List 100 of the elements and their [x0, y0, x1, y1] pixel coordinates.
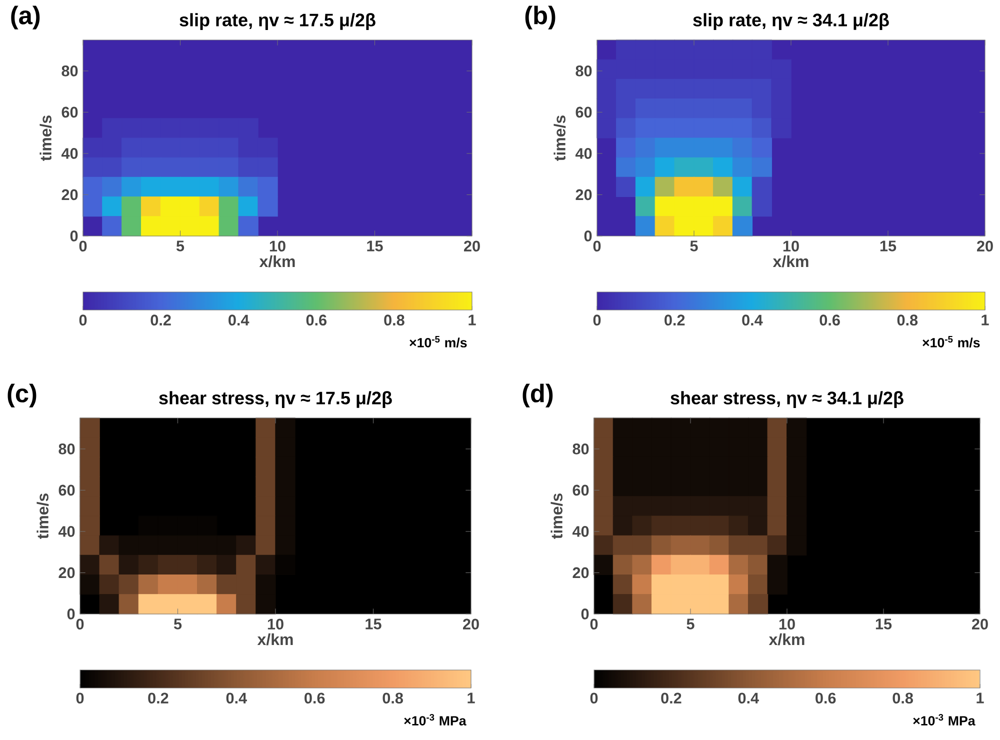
- y-tick-label: 80: [62, 66, 78, 76]
- y-axis-title: time/s: [554, 116, 566, 161]
- point: [141, 176, 162, 198]
- point: [258, 176, 278, 198]
- x-tick-label: 5: [176, 240, 184, 252]
- point: [122, 176, 142, 198]
- y-tick-label: 60: [572, 484, 589, 496]
- point: [218, 138, 239, 158]
- color-bar-title: ×10$^{-5}$ m/s: [922, 336, 980, 348]
- point: [122, 196, 142, 217]
- color-bar-label: 0.2: [148, 692, 168, 704]
- text: (d): [522, 384, 553, 408]
- color-bar-label: 1: [468, 314, 476, 326]
- x-tick-label: 15: [876, 618, 892, 630]
- x-axis-title: x/km: [772, 255, 808, 268]
- color-bar-label: 0.2: [661, 692, 682, 704]
- color-bar-label: 0: [79, 314, 87, 326]
- point: [122, 216, 142, 236]
- point: [141, 157, 162, 178]
- y-tick-label: 20: [58, 567, 75, 578]
- y-tick-label: 40: [575, 148, 592, 159]
- y-tick-label: 0: [581, 608, 589, 620]
- point: [102, 138, 122, 158]
- y-tick-label: 0: [70, 230, 78, 242]
- color-bar-label: 0.4: [742, 314, 763, 326]
- x-tick-label: 10: [783, 240, 799, 252]
- y-tick-label: 20: [62, 189, 78, 200]
- color-bar-label: 0.2: [150, 314, 171, 326]
- point: [218, 157, 239, 178]
- point: [102, 216, 122, 236]
- x-tick-label: 10: [270, 240, 286, 252]
- x-tick-label: 5: [690, 240, 698, 252]
- color-bar-label: 0.8: [382, 692, 403, 704]
- point: [199, 196, 220, 217]
- color-bar-label: 0: [593, 314, 601, 326]
- point: [82, 176, 103, 198]
- point: [141, 138, 162, 158]
- x-tick-label: 20: [463, 618, 479, 630]
- point: [160, 196, 181, 217]
- text: (b): [525, 6, 556, 30]
- x-tick-label: 0: [593, 240, 601, 252]
- point: [199, 138, 220, 158]
- x-tick-label: 5: [174, 618, 182, 630]
- color-bar-label: 0.4: [228, 314, 250, 326]
- point: [218, 118, 239, 138]
- point: [199, 216, 220, 236]
- x-tick-label: 15: [366, 618, 382, 630]
- point: [82, 196, 103, 217]
- color-bar-label: 0.8: [384, 314, 404, 326]
- x-tick-label: 20: [972, 618, 988, 630]
- point: [238, 138, 258, 158]
- y-axis-title: time/s: [40, 116, 52, 161]
- point: [160, 118, 181, 138]
- point: [82, 138, 103, 158]
- point: [238, 216, 258, 236]
- color-bar-label: 1: [468, 692, 475, 704]
- point: [218, 216, 239, 236]
- x-tick-label: 10: [779, 618, 795, 630]
- text: (c): [8, 384, 36, 408]
- color-bar-label: 0.8: [897, 314, 918, 326]
- color-bar-label: 0.6: [306, 314, 326, 326]
- point: [199, 118, 220, 138]
- color-bar-title: ×10$^{-5}$ m/s: [410, 336, 467, 348]
- y-tick-label: 80: [58, 444, 75, 454]
- y-tick-label: 0: [67, 608, 75, 620]
- x-tick-label: 15: [880, 240, 896, 252]
- point: [122, 157, 142, 178]
- x-axis-title: x/km: [257, 633, 293, 646]
- x-tick-label: 15: [367, 240, 383, 252]
- point: [258, 157, 278, 178]
- point: [180, 216, 200, 236]
- y-tick-label: 60: [576, 106, 592, 118]
- x-axis-title: x/km: [259, 255, 295, 268]
- point: [122, 118, 142, 138]
- point: [102, 118, 122, 138]
- color-bar-label: 0.2: [664, 314, 685, 326]
- point: [102, 196, 122, 217]
- point: [141, 118, 162, 138]
- point: [180, 176, 200, 198]
- chart-title: slip rate, ηv ≈ 17.5 μ/2β: [180, 13, 376, 30]
- x-axis-title: x/km: [768, 633, 804, 646]
- color-bar-label: 0.6: [816, 692, 836, 704]
- point: [258, 196, 278, 217]
- x-tick-label: 20: [464, 240, 480, 252]
- y-axis-title: time/s: [550, 494, 563, 539]
- point: [180, 157, 200, 178]
- color-bar-label: 0.6: [820, 314, 840, 326]
- point: [238, 118, 258, 138]
- color-bar-label: 0.4: [226, 692, 247, 704]
- y-tick-label: 60: [62, 106, 78, 118]
- x-tick-label: 20: [977, 240, 993, 252]
- y-tick-label: 20: [576, 189, 592, 200]
- point: [218, 176, 239, 198]
- point: [160, 216, 181, 236]
- x-tick-label: 0: [79, 240, 87, 252]
- x-tick-label: 10: [268, 618, 284, 630]
- point: [122, 138, 142, 158]
- text: (a): [11, 6, 40, 30]
- color-bar-label: 0.6: [304, 692, 325, 704]
- point: [238, 157, 258, 178]
